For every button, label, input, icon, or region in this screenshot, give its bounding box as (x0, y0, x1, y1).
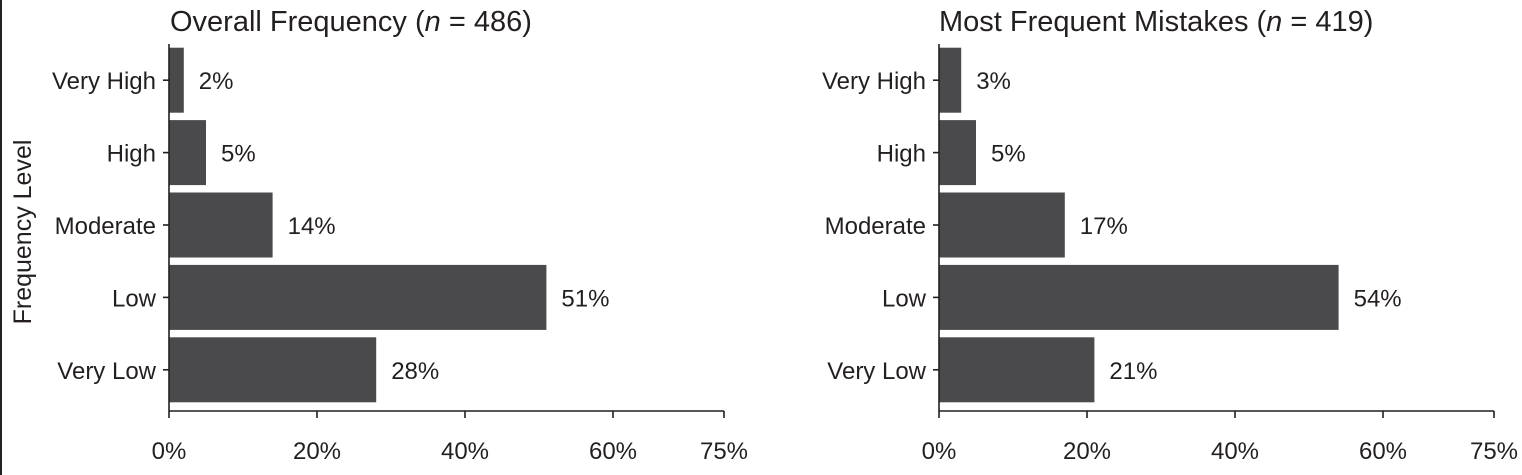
x-tick-label: 0% (922, 438, 957, 465)
data-label: 54% (1354, 285, 1402, 312)
category-label: Very High (822, 68, 926, 95)
data-label: 17% (1080, 213, 1128, 240)
category-label: Moderate (825, 213, 926, 240)
data-label: 5% (991, 141, 1026, 168)
data-label: 51% (561, 285, 609, 312)
bar (169, 47, 184, 113)
category-label: Low (882, 285, 927, 312)
x-tick-label: 60% (589, 438, 637, 465)
data-label: 5% (221, 141, 256, 168)
category-label: Very High (52, 68, 156, 95)
data-label: 21% (1109, 358, 1157, 385)
y-axis-title: Frequency Level (9, 140, 37, 325)
category-label: High (877, 141, 926, 168)
bar (939, 120, 976, 186)
category-label: High (107, 141, 156, 168)
bar (939, 47, 962, 113)
category-label: Very Low (827, 358, 926, 385)
chart-title: Most Frequent Mistakes (n = 419) (939, 6, 1373, 38)
category-label: Low (112, 285, 157, 312)
bar (939, 264, 1339, 330)
data-label: 14% (288, 213, 336, 240)
bar (169, 337, 377, 403)
bar (169, 264, 547, 330)
data-label: 2% (199, 68, 234, 95)
x-tick-label: 75% (700, 438, 748, 465)
x-tick-label: 20% (1063, 438, 1111, 465)
bar (939, 192, 1065, 258)
bar (169, 120, 206, 186)
left-border (0, 0, 2, 475)
x-tick-label: 40% (1211, 438, 1259, 465)
x-tick-label: 40% (441, 438, 489, 465)
bar (939, 337, 1095, 403)
data-label: 28% (391, 358, 439, 385)
data-label: 3% (976, 68, 1011, 95)
x-tick-label: 75% (1470, 438, 1518, 465)
chart-title: Overall Frequency (n = 486) (170, 6, 532, 38)
x-tick-label: 0% (152, 438, 187, 465)
category-label: Moderate (55, 213, 156, 240)
x-tick-label: 60% (1359, 438, 1407, 465)
x-tick-label: 20% (293, 438, 341, 465)
bar (169, 192, 273, 258)
category-label: Very Low (57, 358, 156, 385)
